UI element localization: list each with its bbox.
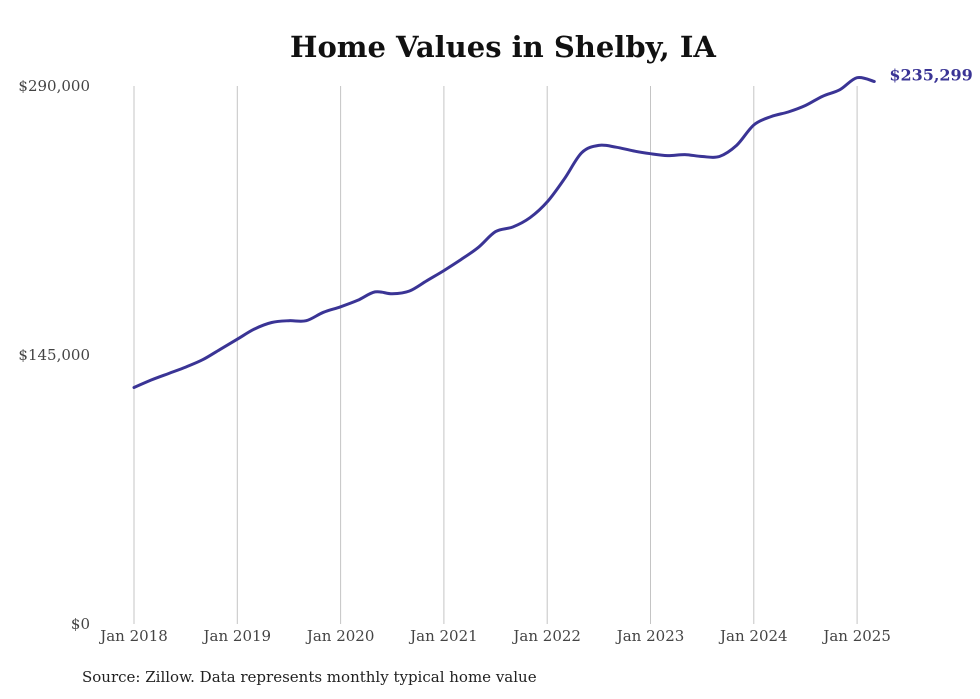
end-value-label: $235,299 [889,66,973,85]
series-line [132,75,876,389]
x-tick-label: Jan 2022 [511,627,581,645]
x-tick-label: Jan 2020 [305,627,375,645]
x-tick-label: Jan 2018 [98,627,168,645]
line-chart: Jan 2018 Jan 2019 Jan 2020 Jan 2021 Jan 2022… [18,66,973,645]
x-tick-label: Jan 2025 [821,627,891,645]
x-axis-ticks: Jan 2018 Jan 2019 Jan 2020 Jan 2021 Jan 2022… [98,627,891,645]
gridlines [133,86,858,624]
y-tick-label: $0 [71,615,90,633]
x-tick-label: Jan 2024 [718,627,788,645]
y-tick-label: $145,000 [18,346,90,364]
y-tick-label: $290,000 [18,77,90,95]
chart-title: Home Values in Shelby, IA [290,30,716,64]
source-note: Source: Zillow. Data represents monthly … [82,668,537,686]
x-tick-label: Jan 2019 [202,627,272,645]
x-tick-label: Jan 2023 [615,627,685,645]
x-tick-label: Jan 2021 [408,627,478,645]
y-axis-ticks: $0 $145,000 $290,000 [18,77,90,633]
